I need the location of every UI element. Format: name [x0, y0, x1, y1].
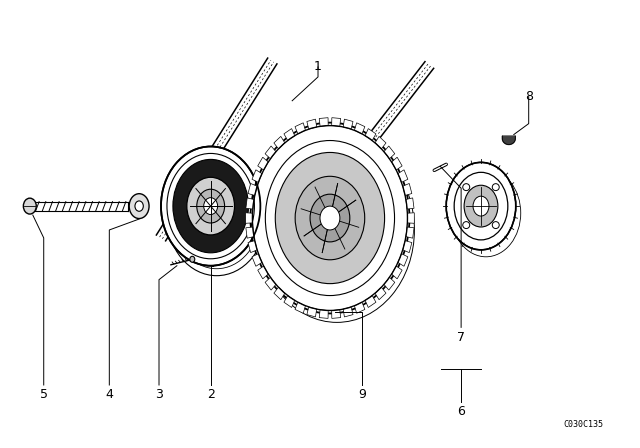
Polygon shape: [274, 287, 285, 300]
Ellipse shape: [173, 159, 248, 253]
Polygon shape: [375, 136, 386, 149]
Polygon shape: [398, 254, 408, 266]
Polygon shape: [307, 307, 317, 317]
Ellipse shape: [135, 201, 143, 211]
Text: 6: 6: [457, 405, 465, 418]
Polygon shape: [392, 266, 402, 279]
Polygon shape: [332, 310, 340, 319]
Polygon shape: [252, 170, 262, 182]
Circle shape: [492, 222, 499, 228]
Polygon shape: [246, 227, 254, 238]
Text: 7: 7: [457, 331, 465, 344]
Polygon shape: [392, 157, 402, 170]
Ellipse shape: [320, 206, 340, 230]
Polygon shape: [295, 123, 305, 134]
Text: 5: 5: [40, 388, 48, 401]
Polygon shape: [332, 118, 340, 126]
Text: 3: 3: [155, 388, 163, 401]
Ellipse shape: [310, 194, 350, 242]
Polygon shape: [307, 119, 317, 129]
Ellipse shape: [446, 162, 516, 250]
Polygon shape: [384, 146, 395, 159]
Polygon shape: [265, 277, 276, 290]
Polygon shape: [284, 129, 295, 141]
Text: 1: 1: [314, 60, 322, 73]
Polygon shape: [375, 287, 386, 300]
Text: 9: 9: [358, 388, 365, 401]
Polygon shape: [407, 213, 414, 223]
Polygon shape: [406, 198, 414, 209]
Polygon shape: [258, 157, 268, 170]
Polygon shape: [265, 146, 276, 159]
Ellipse shape: [250, 123, 410, 314]
Circle shape: [463, 184, 470, 190]
Polygon shape: [355, 302, 365, 313]
Polygon shape: [384, 277, 395, 290]
Ellipse shape: [454, 172, 508, 240]
Polygon shape: [274, 136, 285, 149]
Ellipse shape: [23, 198, 36, 214]
Polygon shape: [252, 254, 262, 266]
Polygon shape: [365, 129, 376, 141]
Text: 4: 4: [106, 388, 113, 401]
Polygon shape: [502, 136, 515, 145]
Polygon shape: [343, 119, 353, 129]
Polygon shape: [319, 118, 328, 126]
Polygon shape: [248, 241, 257, 253]
Ellipse shape: [295, 177, 365, 260]
Polygon shape: [248, 184, 257, 195]
Ellipse shape: [187, 177, 234, 235]
Ellipse shape: [161, 146, 260, 266]
Ellipse shape: [473, 196, 489, 216]
Text: 2: 2: [207, 388, 214, 401]
Polygon shape: [365, 296, 376, 307]
Text: C030C135: C030C135: [563, 420, 604, 429]
Circle shape: [492, 184, 499, 190]
Polygon shape: [406, 227, 414, 238]
Ellipse shape: [204, 198, 218, 215]
Polygon shape: [319, 310, 328, 319]
Polygon shape: [403, 241, 412, 253]
Ellipse shape: [196, 189, 225, 223]
Polygon shape: [398, 170, 408, 182]
Polygon shape: [246, 213, 253, 223]
Polygon shape: [403, 184, 412, 195]
Ellipse shape: [129, 194, 149, 219]
Polygon shape: [355, 123, 365, 134]
Ellipse shape: [190, 256, 195, 262]
Polygon shape: [284, 296, 295, 307]
Ellipse shape: [275, 152, 385, 284]
Polygon shape: [258, 266, 268, 279]
Polygon shape: [246, 198, 254, 209]
Text: 8: 8: [525, 90, 532, 103]
Circle shape: [463, 222, 470, 228]
Polygon shape: [295, 302, 305, 313]
Polygon shape: [343, 307, 353, 317]
Ellipse shape: [464, 185, 498, 227]
